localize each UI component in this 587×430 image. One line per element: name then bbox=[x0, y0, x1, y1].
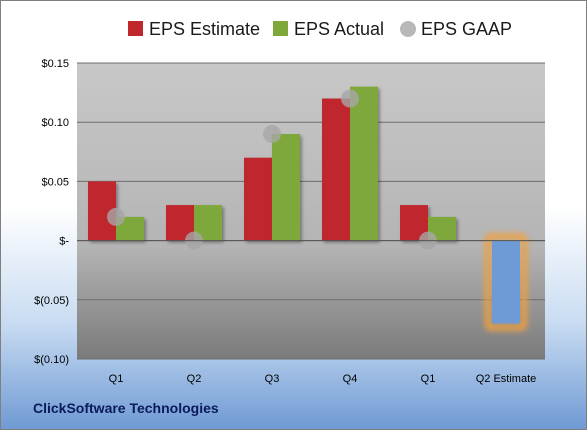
eps-actual-bar bbox=[116, 216, 144, 241]
x-category-label: Q4 bbox=[343, 373, 358, 385]
eps-estimate-bar bbox=[322, 98, 350, 241]
y-tick-label: $0.10 bbox=[41, 117, 69, 129]
legend: EPS Estimate EPS Actual EPS GAAP bbox=[128, 19, 512, 39]
legend-label: EPS Estimate bbox=[149, 19, 260, 39]
eps-actual-bar bbox=[350, 86, 378, 241]
eps-gaap-marker bbox=[263, 125, 281, 144]
y-tick-label: $(0.10) bbox=[34, 354, 69, 366]
y-tick-label: $0.05 bbox=[41, 176, 69, 188]
legend-label: EPS Actual bbox=[294, 19, 384, 39]
eps-gaap-marker bbox=[107, 207, 125, 226]
eps-actual-bar bbox=[428, 216, 456, 241]
eps-estimate-bar bbox=[244, 157, 272, 241]
legend-swatch-gaap bbox=[400, 21, 416, 37]
eps-actual-bar bbox=[272, 134, 300, 241]
company-name: ClickSoftware Technologies bbox=[33, 400, 219, 416]
y-tick-label: $0.15 bbox=[41, 58, 69, 70]
x-category-label: Q1 bbox=[421, 373, 436, 385]
legend-swatch bbox=[273, 21, 288, 36]
legend-swatch bbox=[128, 21, 143, 36]
x-category-label: Q2 Estimate bbox=[476, 373, 537, 385]
y-tick-label: $(0.05) bbox=[34, 295, 69, 307]
legend-label: EPS GAAP bbox=[421, 19, 512, 39]
eps-gaap-marker bbox=[341, 89, 359, 108]
highlight-glow bbox=[484, 233, 528, 331]
y-tick-label: $- bbox=[59, 236, 69, 248]
eps-actual-bar bbox=[492, 240, 520, 324]
x-category-label: Q1 bbox=[109, 373, 124, 385]
x-category-label: Q3 bbox=[265, 373, 280, 385]
x-category-label: Q2 bbox=[187, 373, 202, 385]
plot-area bbox=[77, 63, 545, 359]
